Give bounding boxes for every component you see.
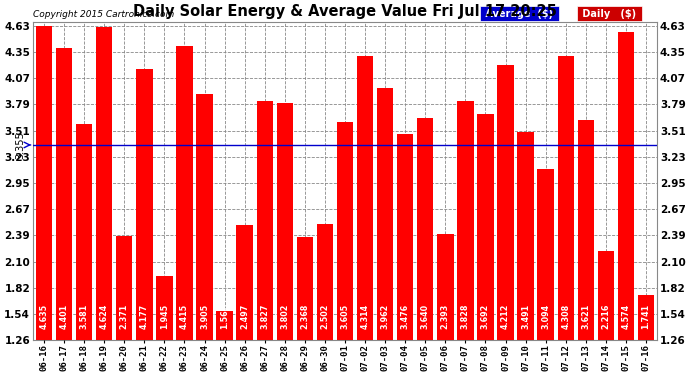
Bar (578, 120, 594, 340)
Text: 1.945: 1.945 (160, 303, 169, 328)
Text: 3.581: 3.581 (79, 303, 88, 328)
Text: 3.905: 3.905 (200, 303, 209, 328)
Bar (357, 56, 373, 340)
Text: 4.415: 4.415 (180, 303, 189, 328)
Bar (36, 26, 52, 340)
Bar (377, 88, 393, 340)
Text: 2.497: 2.497 (240, 303, 249, 328)
Text: Copyright 2015 Cartronics.com: Copyright 2015 Cartronics.com (33, 9, 174, 18)
Bar (518, 132, 534, 340)
Bar (217, 311, 233, 340)
Bar (257, 101, 273, 340)
Text: 1.741: 1.741 (642, 303, 651, 328)
Bar (56, 48, 72, 340)
Text: 3.827: 3.827 (260, 303, 269, 328)
Bar (156, 276, 172, 340)
Text: Average  ($): Average ($) (482, 9, 557, 18)
Text: 2.393: 2.393 (441, 303, 450, 328)
Text: 4.308: 4.308 (561, 303, 570, 328)
Bar (297, 237, 313, 340)
Text: 3.962: 3.962 (381, 303, 390, 328)
Bar (397, 134, 413, 340)
Text: 3.621: 3.621 (581, 303, 591, 328)
Text: 4.624: 4.624 (99, 303, 109, 328)
Text: 2.502: 2.502 (320, 303, 329, 328)
Text: 4.314: 4.314 (361, 303, 370, 328)
Bar (638, 295, 654, 340)
Bar (618, 32, 634, 340)
Text: 3.491: 3.491 (521, 303, 530, 328)
Text: 4.635: 4.635 (39, 303, 48, 328)
Text: 4.212: 4.212 (501, 303, 510, 328)
Bar (76, 124, 92, 340)
Bar (176, 46, 193, 340)
Bar (477, 114, 494, 340)
Text: 3.476: 3.476 (401, 303, 410, 328)
Bar (538, 169, 554, 340)
Text: 3.094: 3.094 (541, 303, 550, 328)
Bar (417, 118, 433, 340)
Bar (598, 251, 614, 340)
Text: 3.802: 3.802 (280, 303, 289, 328)
Bar (196, 94, 213, 340)
Text: Daily   ($): Daily ($) (579, 9, 640, 18)
Bar (277, 104, 293, 340)
Bar (497, 65, 514, 340)
Text: 2.371: 2.371 (120, 303, 129, 328)
Text: 3.605: 3.605 (340, 303, 350, 328)
Text: 4.177: 4.177 (140, 303, 149, 328)
Text: 3.640: 3.640 (421, 303, 430, 328)
Text: 4.574: 4.574 (622, 303, 631, 328)
Bar (237, 225, 253, 340)
Text: 3.828: 3.828 (461, 303, 470, 328)
Bar (437, 234, 453, 340)
Text: 2.216: 2.216 (602, 303, 611, 328)
Bar (136, 69, 152, 340)
Bar (317, 224, 333, 340)
Text: 2.368: 2.368 (300, 303, 309, 328)
Bar (457, 101, 473, 340)
Bar (116, 237, 132, 340)
Text: 4.401: 4.401 (59, 303, 68, 328)
Bar (96, 27, 112, 340)
Bar (337, 122, 353, 340)
Title: Daily Solar Energy & Average Value Fri Jul 17 20:25: Daily Solar Energy & Average Value Fri J… (133, 4, 557, 19)
Bar (558, 56, 574, 340)
Text: 3.692: 3.692 (481, 303, 490, 328)
Text: 1.567: 1.567 (220, 303, 229, 328)
Text: 3.355: 3.355 (15, 131, 25, 159)
